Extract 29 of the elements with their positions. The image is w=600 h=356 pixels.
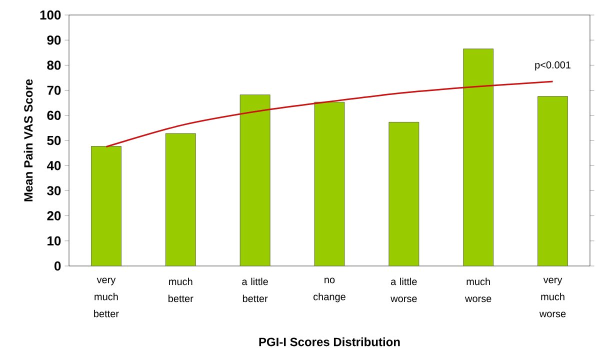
x-tick-label: much worse	[464, 278, 492, 302]
bar	[240, 94, 270, 266]
y-axis-title: Mean Pain VAS Score	[24, 79, 33, 202]
bar	[463, 48, 494, 266]
x-tick-label: a little worse	[390, 278, 417, 302]
bar	[388, 122, 420, 266]
x-axis-title: PGI-I Scores Distribution	[259, 337, 400, 346]
y-tick-label: 20	[47, 211, 61, 220]
y-tick-label: 10	[48, 236, 61, 246]
y-tick-label: 60	[47, 110, 61, 120]
y-tick-label: 30	[47, 186, 61, 196]
bar	[91, 146, 122, 266]
y-tick-label: 0	[54, 261, 61, 271]
x-tick-label: very much worse	[539, 278, 566, 318]
line-series	[105, 80, 554, 148]
y-tick-label: 40	[46, 160, 61, 170]
x-tick-label: much better	[168, 278, 194, 302]
y-tick-label: 80	[47, 60, 61, 70]
y-tick-label: 70	[47, 86, 61, 95]
bar	[314, 102, 345, 266]
x-tick-label: very much better	[94, 278, 119, 318]
bar	[165, 133, 196, 266]
y-tick-label: 100	[40, 10, 61, 20]
annotation: p<0.001	[535, 61, 571, 70]
bar	[538, 96, 568, 266]
x-tick-label: a little better	[242, 278, 268, 302]
y-tick-label: 90	[47, 35, 61, 45]
x-tick-label: no change	[314, 278, 346, 302]
y-tick-label: 50	[47, 136, 61, 146]
